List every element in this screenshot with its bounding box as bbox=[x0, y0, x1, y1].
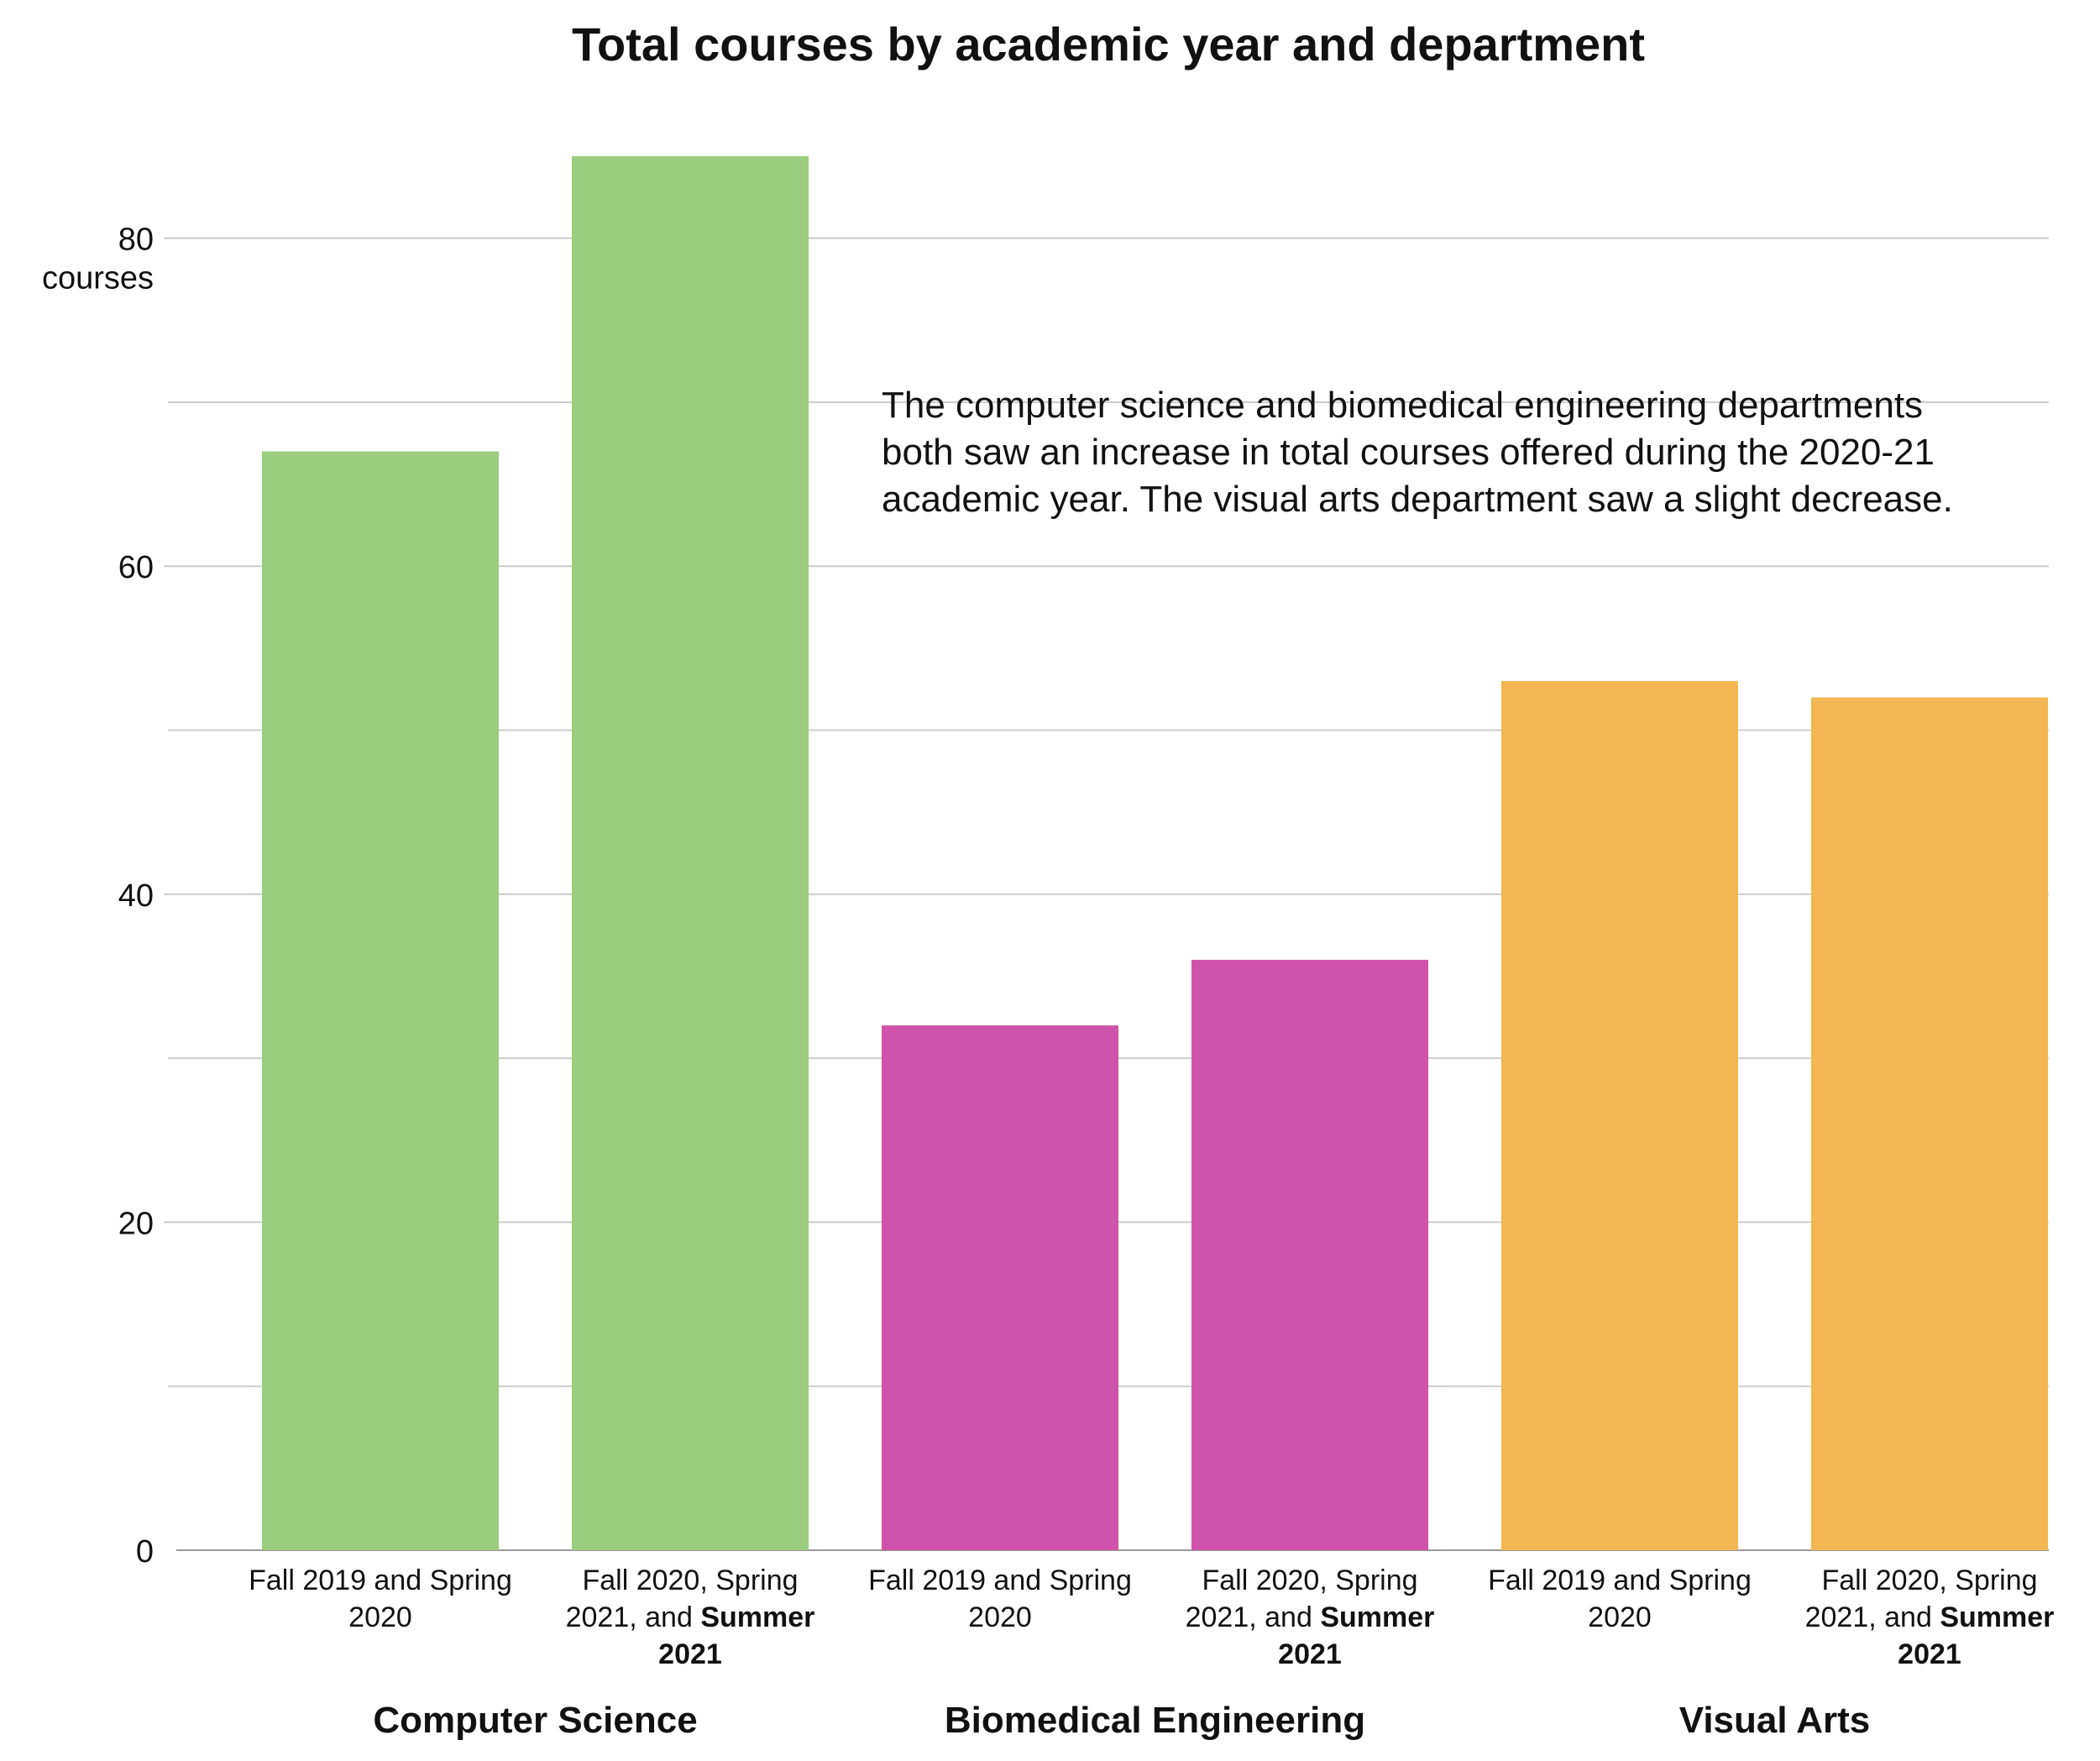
bars bbox=[262, 156, 2048, 1550]
y-unit-label: courses bbox=[42, 261, 154, 296]
category-label-part: 2021, and bbox=[1186, 1601, 1321, 1633]
category-label-part: 2021, and bbox=[566, 1601, 701, 1633]
category-label-part: Summer bbox=[1320, 1601, 1434, 1633]
category-label-part: 2020 bbox=[348, 1601, 412, 1633]
bar-visual-arts-1 bbox=[1501, 680, 1738, 1550]
bar-biomedical-engineering-2 bbox=[1191, 959, 1428, 1550]
category-label-part: 2021 bbox=[1898, 1638, 1961, 1670]
category-label: Fall 2019 and Spring 2020 bbox=[1488, 1564, 1752, 1633]
category-label-part: Fall 2020, Spring bbox=[582, 1564, 798, 1596]
category-label-part: 2021 bbox=[1278, 1638, 1342, 1670]
category-label-part: 2021, and bbox=[1805, 1601, 1940, 1633]
category-label-part: 2020 bbox=[1588, 1601, 1652, 1633]
category-label-part: 2020 bbox=[968, 1601, 1032, 1633]
bar-computer-science-1 bbox=[262, 451, 499, 1550]
annotation-line: The computer science and biomedical engi… bbox=[882, 385, 1923, 426]
category-label-part: Summer bbox=[1940, 1601, 2054, 1633]
category-label-part: Fall 2019 and Spring bbox=[868, 1564, 1132, 1596]
annotation-line: academic year. The visual arts departmen… bbox=[882, 479, 1953, 520]
bar-biomedical-engineering-1 bbox=[882, 1025, 1118, 1550]
category-label-part: Fall 2019 and Spring bbox=[1488, 1564, 1752, 1596]
annotation: The computer science and biomedical engi… bbox=[882, 385, 1953, 520]
department-label: Computer Science bbox=[373, 1700, 697, 1741]
category-label-part: 2021 bbox=[658, 1638, 722, 1670]
y-tick-label: 60 bbox=[118, 550, 154, 585]
y-tick-label: 40 bbox=[118, 878, 154, 914]
department-label: Biomedical Engineering bbox=[945, 1700, 1365, 1741]
category-label-part: Fall 2020, Spring bbox=[1821, 1564, 2037, 1596]
annotation-text: The computer science and biomedical engi… bbox=[882, 385, 1953, 520]
category-label: Fall 2019 and Spring 2020 bbox=[868, 1564, 1132, 1633]
category-label: Fall 2020, Spring 2021, and Summer 2021 bbox=[1805, 1564, 2055, 1670]
category-label-part: Fall 2019 and Spring bbox=[249, 1564, 512, 1596]
y-tick-label: 0 bbox=[136, 1534, 154, 1570]
department-label: Visual Arts bbox=[1679, 1700, 1870, 1741]
department-labels: Computer Science Biomedical Engineering Vi… bbox=[373, 1700, 1870, 1741]
category-label-part: Fall 2020, Spring bbox=[1202, 1564, 1417, 1596]
bar-visual-arts-2 bbox=[1811, 697, 2048, 1550]
category-label: Fall 2019 and Spring 2020 bbox=[249, 1564, 512, 1633]
category-label: Fall 2020, Spring 2021, and Summer 2021 bbox=[1186, 1564, 1435, 1670]
annotation-line: both saw an increase in total courses of… bbox=[882, 432, 1935, 473]
category-label: Fall 2020, Spring 2021, and Summer 2021 bbox=[566, 1564, 815, 1670]
y-tick-label: 20 bbox=[118, 1206, 154, 1241]
category-labels: Fall 2019 and Spring 2020 Fall 2020, Sprin… bbox=[249, 1564, 2054, 1670]
chart-title: Total courses by academic year and depar… bbox=[572, 18, 1645, 71]
category-label-part: Summer bbox=[700, 1601, 814, 1633]
bar-computer-science-2 bbox=[572, 156, 809, 1550]
y-tick-label: 80 bbox=[118, 223, 154, 258]
